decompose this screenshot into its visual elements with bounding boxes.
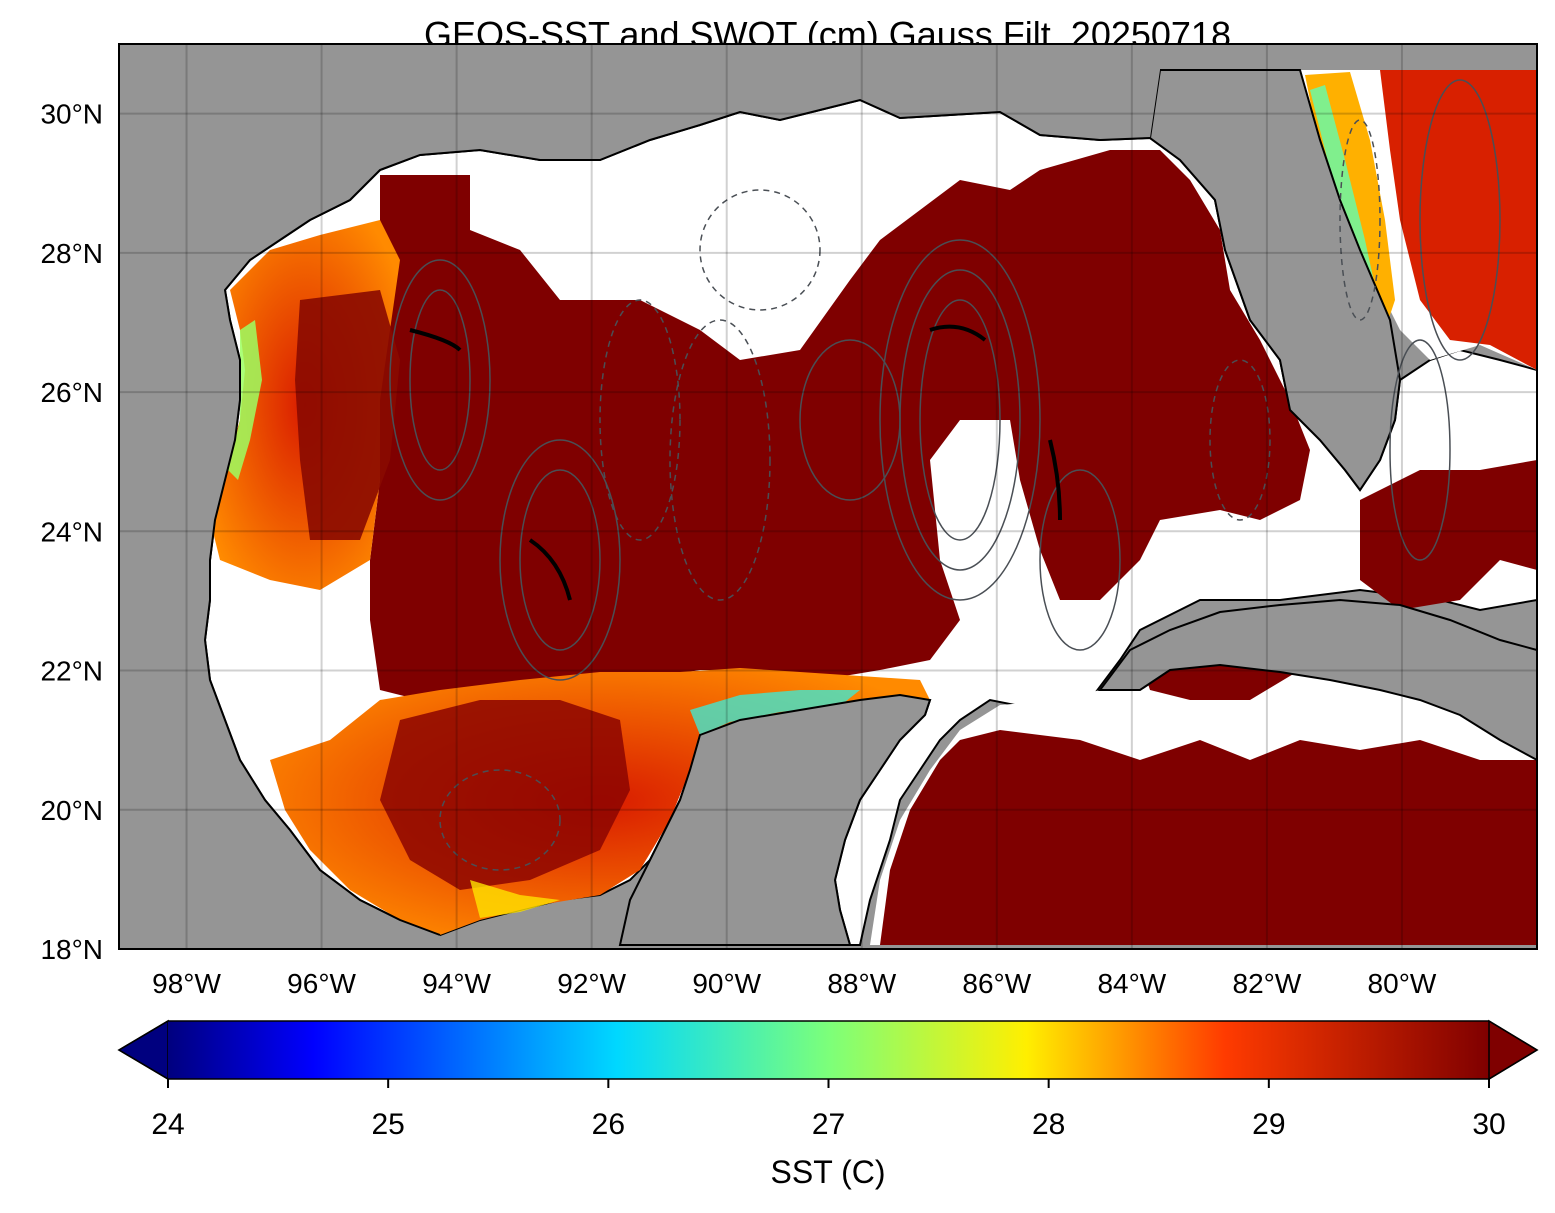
contour-yucatan-1 [1039, 469, 1121, 651]
lat-tick-label: 30°N [40, 99, 103, 130]
lon-tick-label: 98°W [152, 968, 221, 999]
contour-gulfstream [1419, 79, 1501, 361]
lat-tick-label: 28°N [40, 238, 103, 269]
lon-tick-label: 88°W [827, 968, 896, 999]
colorbar-tick-label: 26 [592, 1108, 625, 1141]
ssh-contours [389, 79, 1501, 681]
sst-warm-central [370, 150, 1310, 700]
contour-lc-4 [799, 339, 901, 501]
contour-zero-1 [409, 328, 462, 352]
sst-coastal-cool [228, 320, 262, 480]
lat-tick-label: 18°N [40, 934, 103, 965]
colorbar-label: SST (C) [771, 1154, 886, 1190]
contour-eddy-west-1 [519, 469, 601, 651]
sst-warm-caribbean [880, 730, 1537, 945]
sst-yucatan-cool [690, 690, 860, 735]
cuba-land [1098, 598, 1537, 762]
lon-tick-label: 94°W [422, 968, 491, 999]
ssh-contour-zero [409, 324, 1062, 601]
contour-neg-4 [439, 769, 561, 871]
contour-zero-2 [528, 538, 572, 601]
contour-zero-3 [929, 324, 987, 342]
contour-neg-1 [599, 299, 681, 541]
lat-tick-label: 22°N [40, 656, 103, 687]
map-area [119, 44, 1537, 949]
contour-eddy-nw-2 [389, 259, 491, 501]
colorbar-extend-low [117, 1019, 169, 1081]
colorbar-tick-label: 27 [812, 1108, 845, 1141]
map-frame [118, 43, 1538, 950]
colorbar-tick-label: 24 [151, 1108, 184, 1141]
florida-land [1148, 69, 1402, 492]
colorbar-tick-label: 30 [1472, 1108, 1505, 1141]
longitude-ticks: 98°W 96°W 94°W 92°W 90°W 88°W 86°W 84°W 82°W 80°W [152, 968, 1437, 999]
lon-tick-label: 84°W [1097, 968, 1166, 999]
contour-lc-3 [879, 239, 1041, 601]
latitude-ticks: 30°N 28°N 26°N 24°N 22°N 20°N 18°N [40, 99, 103, 965]
sst-coastal-cool-south [470, 880, 560, 918]
contour-zero-4 [1048, 439, 1062, 521]
lon-tick-label: 80°W [1368, 968, 1437, 999]
colorbar-extend-high [1488, 1019, 1539, 1081]
colorbar-gradient [168, 1021, 1489, 1079]
contour-neg-3 [699, 189, 821, 311]
contour-florida-strait [1389, 339, 1451, 561]
contour-eddy-west-2 [499, 439, 621, 681]
lon-tick-label: 90°W [692, 968, 761, 999]
gulf-coastline [203, 98, 1151, 936]
lat-tick-label: 24°N [40, 516, 103, 547]
colorbar-tick-label: 25 [371, 1108, 404, 1141]
ssh-contours-dashed [439, 119, 1381, 871]
contour-eddy-nw-1 [409, 289, 471, 471]
colorbar-tick-label: 28 [1032, 1108, 1065, 1141]
colorbar: 24 25 26 27 28 29 30 SST (C) [117, 1019, 1539, 1190]
colorbar-ticks: 24 25 26 27 28 29 30 [151, 1079, 1506, 1141]
lon-tick-label: 86°W [962, 968, 1031, 999]
lon-tick-label: 96°W [287, 968, 356, 999]
lon-tick-label: 82°W [1233, 968, 1302, 999]
lat-tick-label: 20°N [40, 795, 103, 826]
lon-tick-label: 92°W [557, 968, 626, 999]
contour-neg-2 [669, 319, 771, 601]
sst-west-dark [295, 290, 400, 540]
sst-atlantic [1380, 70, 1537, 370]
lat-tick-label: 26°N [40, 377, 103, 408]
colorbar-tick-label: 29 [1252, 1108, 1285, 1141]
yucatan-land [618, 693, 932, 946]
gridlines [119, 44, 1537, 949]
sst-campeche-dark [380, 700, 630, 890]
contour-neg-5 [1209, 359, 1271, 521]
mexico-land-sw [119, 44, 1160, 949]
contour-lc-1 [919, 299, 1001, 541]
contour-neg-6 [1339, 119, 1381, 321]
sst-warm-east-strip [1360, 460, 1537, 610]
